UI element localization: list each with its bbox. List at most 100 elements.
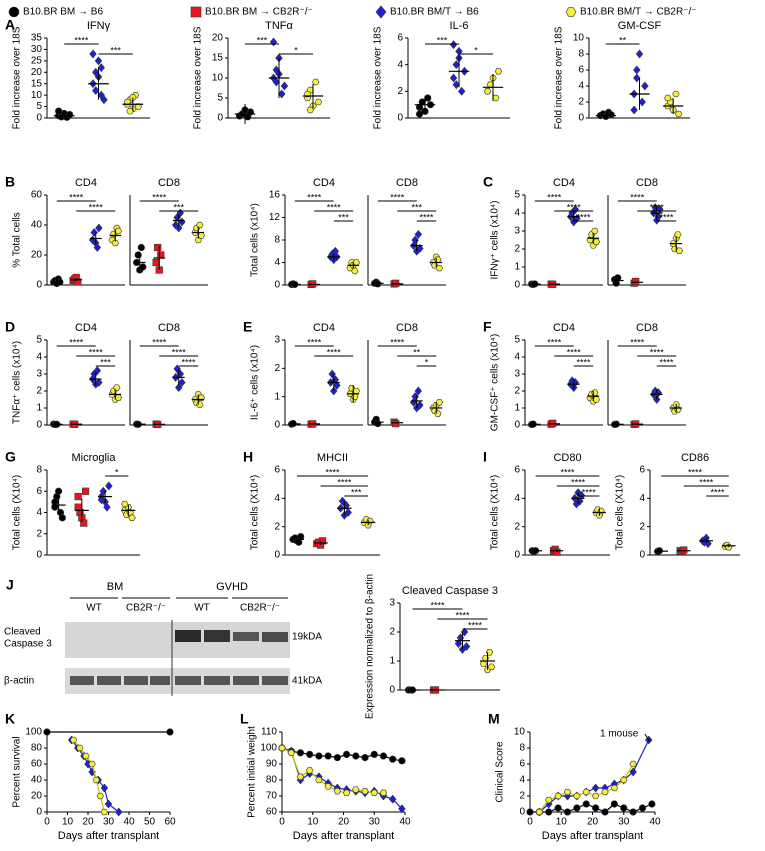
- sig-label: ****: [567, 202, 582, 212]
- chart-title: CD4: [75, 177, 97, 189]
- point: [582, 788, 590, 796]
- point: [573, 804, 581, 812]
- x-axis-label: Days after transplant: [58, 830, 160, 842]
- chart-title: CD4: [75, 322, 97, 334]
- y-tick-label: 1: [514, 262, 520, 273]
- point: [632, 277, 640, 286]
- lane-label: WT: [86, 603, 102, 614]
- point: [324, 752, 332, 760]
- y-tick-label: 6: [397, 33, 403, 44]
- point: [175, 383, 183, 393]
- sig-label: ****: [582, 487, 597, 497]
- y-tick-label: 0: [36, 420, 42, 431]
- y-tick-label: 1: [389, 656, 395, 667]
- point: [197, 232, 206, 239]
- point: [81, 487, 90, 495]
- point: [126, 107, 134, 115]
- point: [479, 660, 488, 668]
- point: [434, 410, 442, 417]
- point: [344, 508, 352, 517]
- sig-label: ****: [576, 212, 591, 222]
- y-tick-label: 0: [514, 280, 520, 291]
- y-tick-label: 40: [31, 775, 43, 786]
- chart-title: MHCII: [317, 452, 348, 464]
- point: [648, 800, 656, 808]
- point: [278, 744, 286, 752]
- point: [280, 81, 289, 91]
- y-tick-label: 4: [519, 775, 525, 786]
- y-tick-label: 5: [514, 190, 520, 201]
- point: [342, 750, 351, 759]
- point: [278, 89, 286, 99]
- point: [74, 503, 82, 511]
- point: [370, 750, 378, 759]
- annotation-line: [644, 733, 651, 743]
- x-tick-label: 20: [338, 817, 350, 828]
- sig-label: ****: [152, 337, 167, 347]
- point: [633, 65, 641, 75]
- chart-title: CD4: [553, 177, 575, 189]
- x-tick-label: 30: [618, 817, 630, 828]
- y-tick-label: 30: [31, 44, 43, 55]
- y-tick-label: 100: [25, 727, 42, 738]
- chart-title: Microglia: [71, 452, 116, 464]
- point: [592, 396, 601, 403]
- sig-label: ****: [181, 357, 196, 367]
- chart-title: CD86: [681, 452, 709, 464]
- point: [306, 106, 314, 114]
- point: [458, 86, 466, 96]
- chart-title: IFNγ: [87, 20, 111, 32]
- y-axis-label: Total cells (x10⁴): [250, 203, 261, 277]
- sig-label: ***: [110, 45, 121, 55]
- chart-title: IL-6: [450, 20, 469, 32]
- band: [262, 632, 288, 642]
- point: [154, 243, 162, 252]
- y-tick-label: 4: [578, 81, 584, 92]
- point: [315, 752, 323, 760]
- y-tick-label: 3: [274, 335, 280, 346]
- sig-label: **: [413, 347, 421, 357]
- sig-label: ***: [257, 35, 268, 45]
- point: [342, 789, 351, 796]
- legend-label: B10.BR BM → B6: [23, 7, 103, 18]
- point: [152, 258, 160, 267]
- point: [361, 753, 369, 762]
- sig-label: ****: [547, 192, 562, 202]
- x-tick-label: 30: [103, 817, 115, 828]
- point: [389, 755, 397, 763]
- point: [449, 73, 458, 83]
- sig-label: ****: [69, 192, 84, 202]
- point: [462, 642, 471, 651]
- y-tick-label: 0: [397, 113, 403, 124]
- sig-label: ****: [699, 477, 714, 487]
- point: [361, 788, 369, 795]
- point: [629, 760, 637, 768]
- sig-label: ***: [173, 202, 184, 212]
- y-tick-label: 0: [274, 550, 280, 561]
- sig-label: ****: [337, 477, 352, 487]
- point: [92, 776, 100, 784]
- sig-label: ****: [152, 192, 167, 202]
- point: [306, 767, 314, 774]
- chart-title: CD8: [636, 177, 658, 189]
- chart-title: CD8: [158, 177, 180, 189]
- legend-marker: [8, 6, 20, 18]
- point: [95, 223, 103, 233]
- point: [424, 94, 432, 102]
- y-tick-label: 0: [36, 280, 42, 291]
- y-axis-label: Total cells (X10⁴): [615, 475, 626, 550]
- y-tick-label: 15: [212, 53, 224, 64]
- point: [610, 800, 618, 808]
- point: [674, 231, 682, 238]
- point: [620, 776, 628, 784]
- y-tick-label: 16: [269, 190, 281, 201]
- point: [111, 239, 119, 247]
- x-tick-label: 50: [144, 817, 156, 828]
- sig-label: ****: [69, 337, 84, 347]
- sig-label: ****: [630, 192, 645, 202]
- point: [296, 749, 305, 757]
- sig-label: ***: [338, 212, 349, 222]
- y-tick-label: 60: [266, 807, 278, 818]
- panel-letter: G: [5, 449, 16, 465]
